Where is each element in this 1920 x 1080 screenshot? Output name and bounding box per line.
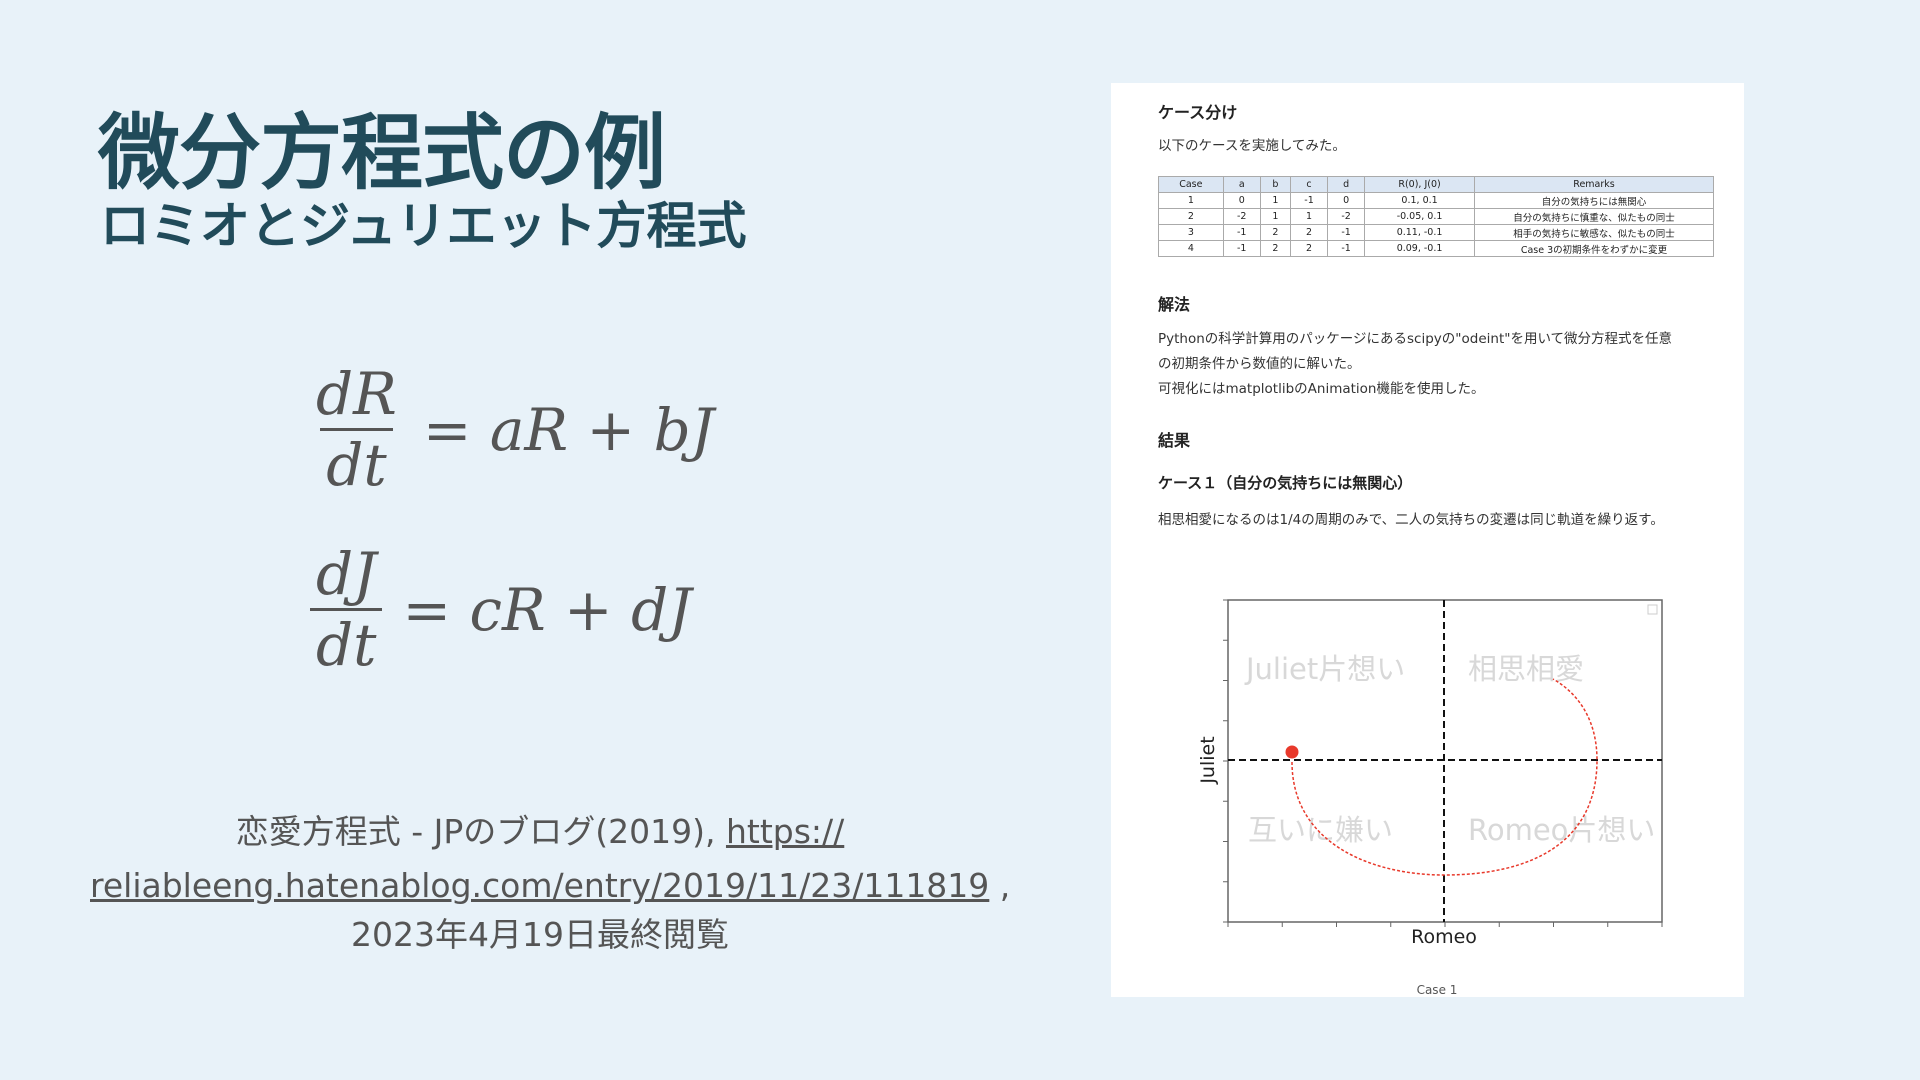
cases-table-wrap: Case a b c d R(0), J(0) Remarks 1 0 1 -1 0 0.1, 0.1…: [1158, 176, 1714, 257]
phase-plot: Juliet片想い 相思相愛 互いに嫌い Romeo片想い Romeo Juli…: [1197, 599, 1663, 997]
quadrant-top-left: Juliet片想い: [1244, 652, 1405, 686]
slide-subtitle: ロミオとジュリエット方程式: [100, 197, 747, 255]
y-axis-label: Juliet: [1197, 736, 1219, 784]
x-axis-label: Romeo: [1411, 926, 1477, 948]
cases-intro: 以下のケースを実施してみた。: [1158, 138, 1346, 154]
citation-link-part1[interactable]: https://: [725, 812, 845, 851]
citation-line-2: reliableeng.hatenablog.com/entry/2019/11…: [90, 866, 1010, 905]
eq1-denominator: dt: [320, 428, 393, 499]
heading-results: 結果: [1158, 431, 1191, 450]
citation-line-1: 恋愛方程式 - JPのブログ(2019), https://: [90, 805, 990, 853]
column-header: c: [1289, 176, 1329, 193]
eq2-denominator: dt: [310, 608, 383, 679]
citation-link-part2[interactable]: reliableeng.hatenablog.com/entry/2019/11…: [90, 866, 990, 905]
legend-box: [1647, 604, 1658, 615]
heading-method: 解法: [1158, 295, 1191, 314]
table-cell: 2: [1289, 240, 1329, 257]
trajectory-line: [1291, 678, 1598, 876]
table-cell: 2: [1259, 240, 1291, 257]
quadrant-top-right: 相思相愛: [1468, 652, 1584, 686]
table-row: 2 -2 1 1 -2 -0.05, 0.1 自分の気持ちに慎重な、似たもの同士: [1158, 208, 1714, 225]
method-line-1: Pythonの科学計算用のパッケージにあるscipyの"odeint"を用いて微…: [1158, 331, 1673, 347]
eq1-numerator: dR: [316, 360, 397, 428]
eq1-rhs: = aR + bJ: [422, 395, 714, 464]
table-cell: -1: [1327, 240, 1366, 257]
quadrant-bottom-left: 互いに嫌い: [1248, 813, 1393, 847]
column-header: Case: [1158, 176, 1224, 193]
column-header: b: [1259, 176, 1291, 193]
slide-title: 微分方程式の例: [98, 106, 666, 201]
citation-prefix: 恋愛方程式 - JPのブログ(2019),: [235, 812, 726, 851]
table-cell: Case 3の初期条件をわずかに変更: [1474, 240, 1714, 257]
cases-table: Case a b c d R(0), J(0) Remarks 1 0 1 -1 0 0.1, 0.1…: [1158, 176, 1714, 257]
equation-dJ: dJ dt = cR + dJ: [310, 540, 691, 679]
method-line-3: 可視化にはmatplotlibのAnimation機能を使用した。: [1158, 381, 1485, 397]
method-line-2: の初期条件から数値的に解いた。: [1158, 356, 1361, 372]
column-header: R(0), J(0): [1364, 176, 1475, 193]
citation-sep: ,: [989, 866, 1011, 905]
table-cell: 0.09, -0.1: [1364, 240, 1475, 257]
eq2-numerator: dJ: [316, 540, 377, 608]
plot-ticks: [1223, 599, 1663, 927]
equation-dR: dR dt = aR + bJ: [310, 360, 714, 499]
heading-cases: ケース分け: [1158, 103, 1238, 122]
table-row: 1 0 1 -1 0 0.1, 0.1 自分の気持ちには無関心: [1158, 192, 1714, 209]
eq2-rhs: = cR + dJ: [402, 575, 692, 644]
current-state-dot: [1285, 745, 1299, 759]
case1-text: 相思相愛になるのは1/4の周期のみで、二人の気持ちの変遷は同じ軌道を繰り返す。: [1158, 512, 1664, 528]
plot-caption: Case 1: [1417, 983, 1458, 997]
heading-case1: ケース１（自分の気持ちには無関心）: [1158, 474, 1413, 492]
citation-accessed: 2023年4月19日最終閲覧: [351, 915, 729, 954]
table-row: 4 -1 2 2 -1 0.09, -0.1 Case 3の初期条件をわずかに変更: [1158, 240, 1714, 257]
article-screenshot: ケース分け 以下のケースを実施してみた。 Case a b c d R(0), J(0) R…: [1111, 83, 1744, 997]
